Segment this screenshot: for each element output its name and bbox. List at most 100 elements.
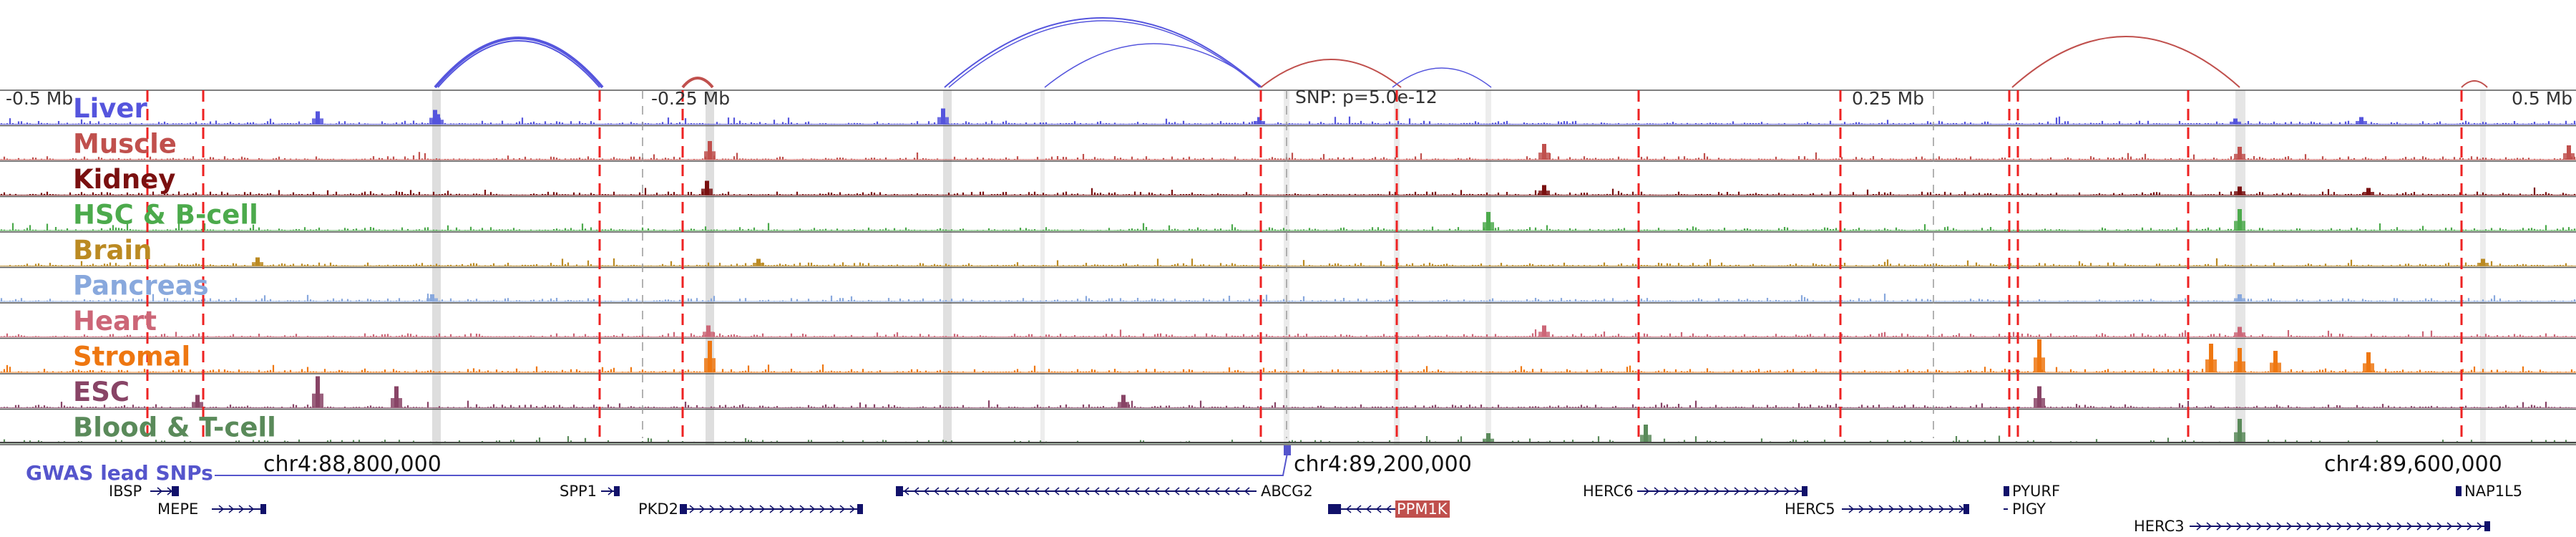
gene-label: PYURF <box>2012 483 2060 500</box>
signal-peak-shoulder <box>1254 121 1265 125</box>
signal-peak <box>1486 433 1491 443</box>
signal-peak <box>2238 209 2242 231</box>
loop-arc <box>2461 80 2488 88</box>
signal-peak-shoulder <box>753 263 764 266</box>
loop-arc <box>2011 36 2240 88</box>
gene-exon <box>1802 486 1807 496</box>
signal-noise <box>0 152 2576 160</box>
signal-peak <box>2567 145 2571 160</box>
signal-peak <box>394 386 399 408</box>
track-stromal <box>0 337 2576 373</box>
gene-herc6[interactable]: HERC6 <box>1583 483 1807 500</box>
signal-peak <box>433 110 437 125</box>
signal-peak-shoulder <box>312 118 323 125</box>
track-hsc-b-cell <box>0 195 2576 231</box>
signal-peak-shoulder <box>391 398 402 408</box>
loop-arc <box>944 17 1262 88</box>
signal-peak-shoulder <box>701 188 713 195</box>
snp-label: SNP: p=5.0e-12 <box>1295 87 1438 107</box>
signal-peak-shoulder <box>704 151 716 160</box>
signal-noise <box>0 187 2576 195</box>
gene-ibsp[interactable]: IBSP <box>109 483 179 500</box>
gene-label: HERC3 <box>2134 518 2185 535</box>
gene-exon <box>2484 521 2490 531</box>
strand-arrows <box>1848 505 1965 513</box>
signal-peak-shoulder <box>2234 153 2245 160</box>
gene-exon <box>172 486 179 496</box>
signal-peak <box>2481 258 2485 266</box>
signal-peak <box>706 325 711 337</box>
gene-exon <box>614 486 620 496</box>
strand-arrows <box>218 505 255 513</box>
gene-nap1l5[interactable]: NAP1L5 <box>2456 483 2522 500</box>
signal-peak-shoulder <box>703 332 714 337</box>
track-label: Heart <box>73 306 157 337</box>
signal-peak-shoulder <box>1118 402 1129 408</box>
signal-peak-shoulder <box>2356 121 2367 125</box>
gene-pyurf[interactable]: PYURF <box>2004 483 2060 500</box>
signal-noise <box>0 116 2576 125</box>
signal-peak <box>2238 147 2242 160</box>
signal-peak-shoulder <box>2563 153 2575 160</box>
tick-plus-quarter-mb: 0.25 Mb <box>1852 88 1924 109</box>
track-label: Stromal <box>73 342 190 372</box>
signal-peak <box>756 258 761 266</box>
gene-label: HERC5 <box>1785 500 1835 518</box>
signal-peak <box>2238 294 2242 301</box>
track-heart <box>0 302 2576 338</box>
signal-peak-shoulder <box>2205 359 2217 372</box>
signal-peak-shoulder <box>2034 398 2045 408</box>
gene-label: PPM1K <box>1397 500 1448 518</box>
signal-peak-shoulder <box>432 120 444 125</box>
signal-peak <box>2359 117 2363 125</box>
track-pancreas <box>0 266 2576 302</box>
track-label: ESC <box>73 377 130 407</box>
gene-pkd2[interactable]: PKD2 <box>638 500 863 518</box>
signal-peak-shoulder <box>1640 435 1652 443</box>
signal-peak <box>2366 188 2371 195</box>
gene-ppm1k[interactable]: PPM1K <box>1328 500 1450 518</box>
signal-peak <box>2366 352 2371 372</box>
gene-abcg2[interactable]: ABCG2 <box>896 483 1313 500</box>
signal-peak-shoulder <box>1483 438 1494 443</box>
signal-noise <box>0 223 2576 231</box>
coordinate-label-1: chr4:88,800,000 <box>263 452 441 477</box>
signal-peak <box>1121 395 1126 408</box>
signal-peak-shoulder <box>1538 153 1550 160</box>
gene-label: SPP1 <box>560 483 597 500</box>
gene-label: NAP1L5 <box>2464 483 2522 500</box>
signal-peak-shoulder <box>2230 121 2241 125</box>
gene-herc5[interactable]: HERC5 <box>1785 500 1969 518</box>
gene-herc3[interactable]: HERC3 <box>2134 518 2490 535</box>
signal-peak-shoulder <box>312 393 323 408</box>
tick-minus-half-mb: -0.5 Mb <box>6 88 73 109</box>
signal-peak-shoulder <box>1483 222 1494 231</box>
signal-peak <box>2233 118 2238 125</box>
strand-arrows <box>608 487 614 495</box>
gwas-snp-marker[interactable] <box>1284 445 1291 455</box>
gene-track: IBSP MEPE SPP1 PKD2 ABCG2 PPM1K HERC6 HERC5 PYUR… <box>109 483 2522 535</box>
loop-arc <box>1392 67 1492 88</box>
gene-label: HERC6 <box>1583 483 1634 500</box>
gene-label: MEPE <box>157 500 198 518</box>
loop-arcs <box>434 17 2488 89</box>
gene-spp1[interactable]: SPP1 <box>560 483 620 500</box>
coordinate-label-3: chr4:89,600,000 <box>2324 452 2502 477</box>
gene-exon <box>896 486 903 496</box>
track-muscle <box>0 125 2576 160</box>
gene-mepe[interactable]: MEPE <box>157 500 266 518</box>
signal-peak <box>2238 419 2242 443</box>
signal-peak-shoulder <box>2234 361 2245 372</box>
signal-peak <box>1486 212 1491 231</box>
gene-pigy[interactable]: PIGY <box>2004 500 2046 518</box>
signal-noise <box>0 258 2573 266</box>
signal-peak-shoulder <box>1538 332 1550 337</box>
signal-peak <box>195 395 200 408</box>
loop-arc <box>434 37 604 89</box>
strand-arrows <box>689 505 856 513</box>
gene-exon <box>1963 504 1969 514</box>
gene-exon <box>260 504 266 514</box>
signal-peak-shoulder <box>2234 221 2245 231</box>
anchor-dashed-lines <box>146 90 2463 438</box>
